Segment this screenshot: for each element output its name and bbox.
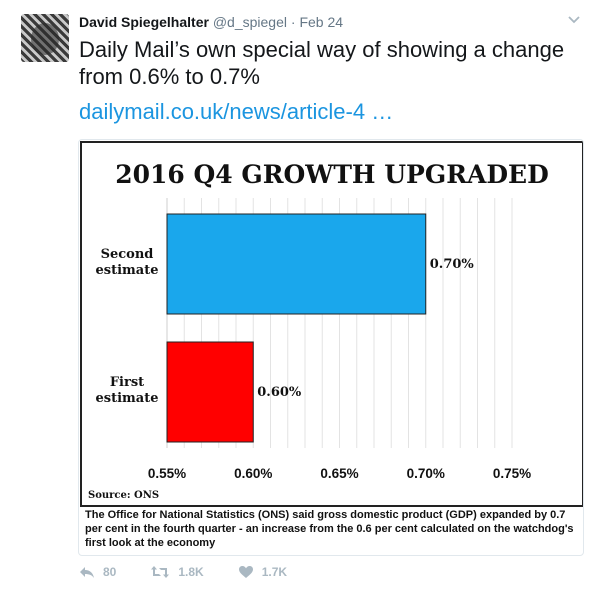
bar (166, 341, 254, 443)
reply-icon (80, 567, 94, 578)
tweet-actions: 80 1.8K 1.7K (79, 565, 321, 579)
author-handle[interactable]: @d_spiegel (212, 14, 287, 30)
x-tick-label: 0.70% (407, 466, 445, 481)
reply-count: 80 (103, 565, 117, 579)
x-tick-label: 0.75% (493, 466, 531, 481)
header-separator: · (290, 14, 296, 30)
retweet-action[interactable]: 1.8K (150, 565, 204, 579)
tweet-text: Daily Mail’s own special way of showing … (79, 37, 565, 89)
category-label: Second (101, 247, 154, 262)
heart-icon (238, 566, 253, 578)
category-label: First (110, 375, 144, 390)
chevron-down-icon[interactable] (567, 14, 581, 26)
category-label: estimate (96, 391, 159, 406)
avatar-face (31, 23, 59, 55)
retweet-icon (151, 566, 170, 578)
tweet-link[interactable]: dailymail.co.uk/news/article-4 … (79, 99, 394, 124)
author-name[interactable]: David Spiegelhalter (79, 14, 209, 30)
data-label: 0.60% (257, 385, 302, 400)
reply-action[interactable]: 80 (79, 565, 116, 579)
tweet-date[interactable]: Feb 24 (299, 14, 344, 30)
x-tick-label: 0.55% (148, 466, 186, 481)
bar (166, 213, 427, 315)
chart-image: 2016 Q4 GROWTH UPGRADED Second estimate 0.7… (80, 141, 583, 507)
x-tick-label: 0.60% (234, 466, 272, 481)
tweet-header: David Spiegelhalter @d_spiegel · Feb 24 (79, 14, 343, 30)
category-label: estimate (96, 263, 159, 278)
retweet-count: 1.8K (178, 565, 204, 579)
like-count: 1.7K (261, 565, 288, 579)
data-label: 0.70% (430, 257, 475, 272)
chart-source: Source: ONS (88, 490, 159, 501)
avatar[interactable] (21, 14, 69, 62)
x-tick-label: 0.65% (320, 466, 358, 481)
like-action[interactable]: 1.7K (238, 565, 287, 579)
chart-title: 2016 Q4 GROWTH UPGRADED (115, 160, 549, 189)
media-card[interactable]: 2016 Q4 GROWTH UPGRADED Second estimate 0.7… (78, 139, 584, 556)
card-caption: The Office for National Statistics (ONS)… (85, 509, 574, 549)
